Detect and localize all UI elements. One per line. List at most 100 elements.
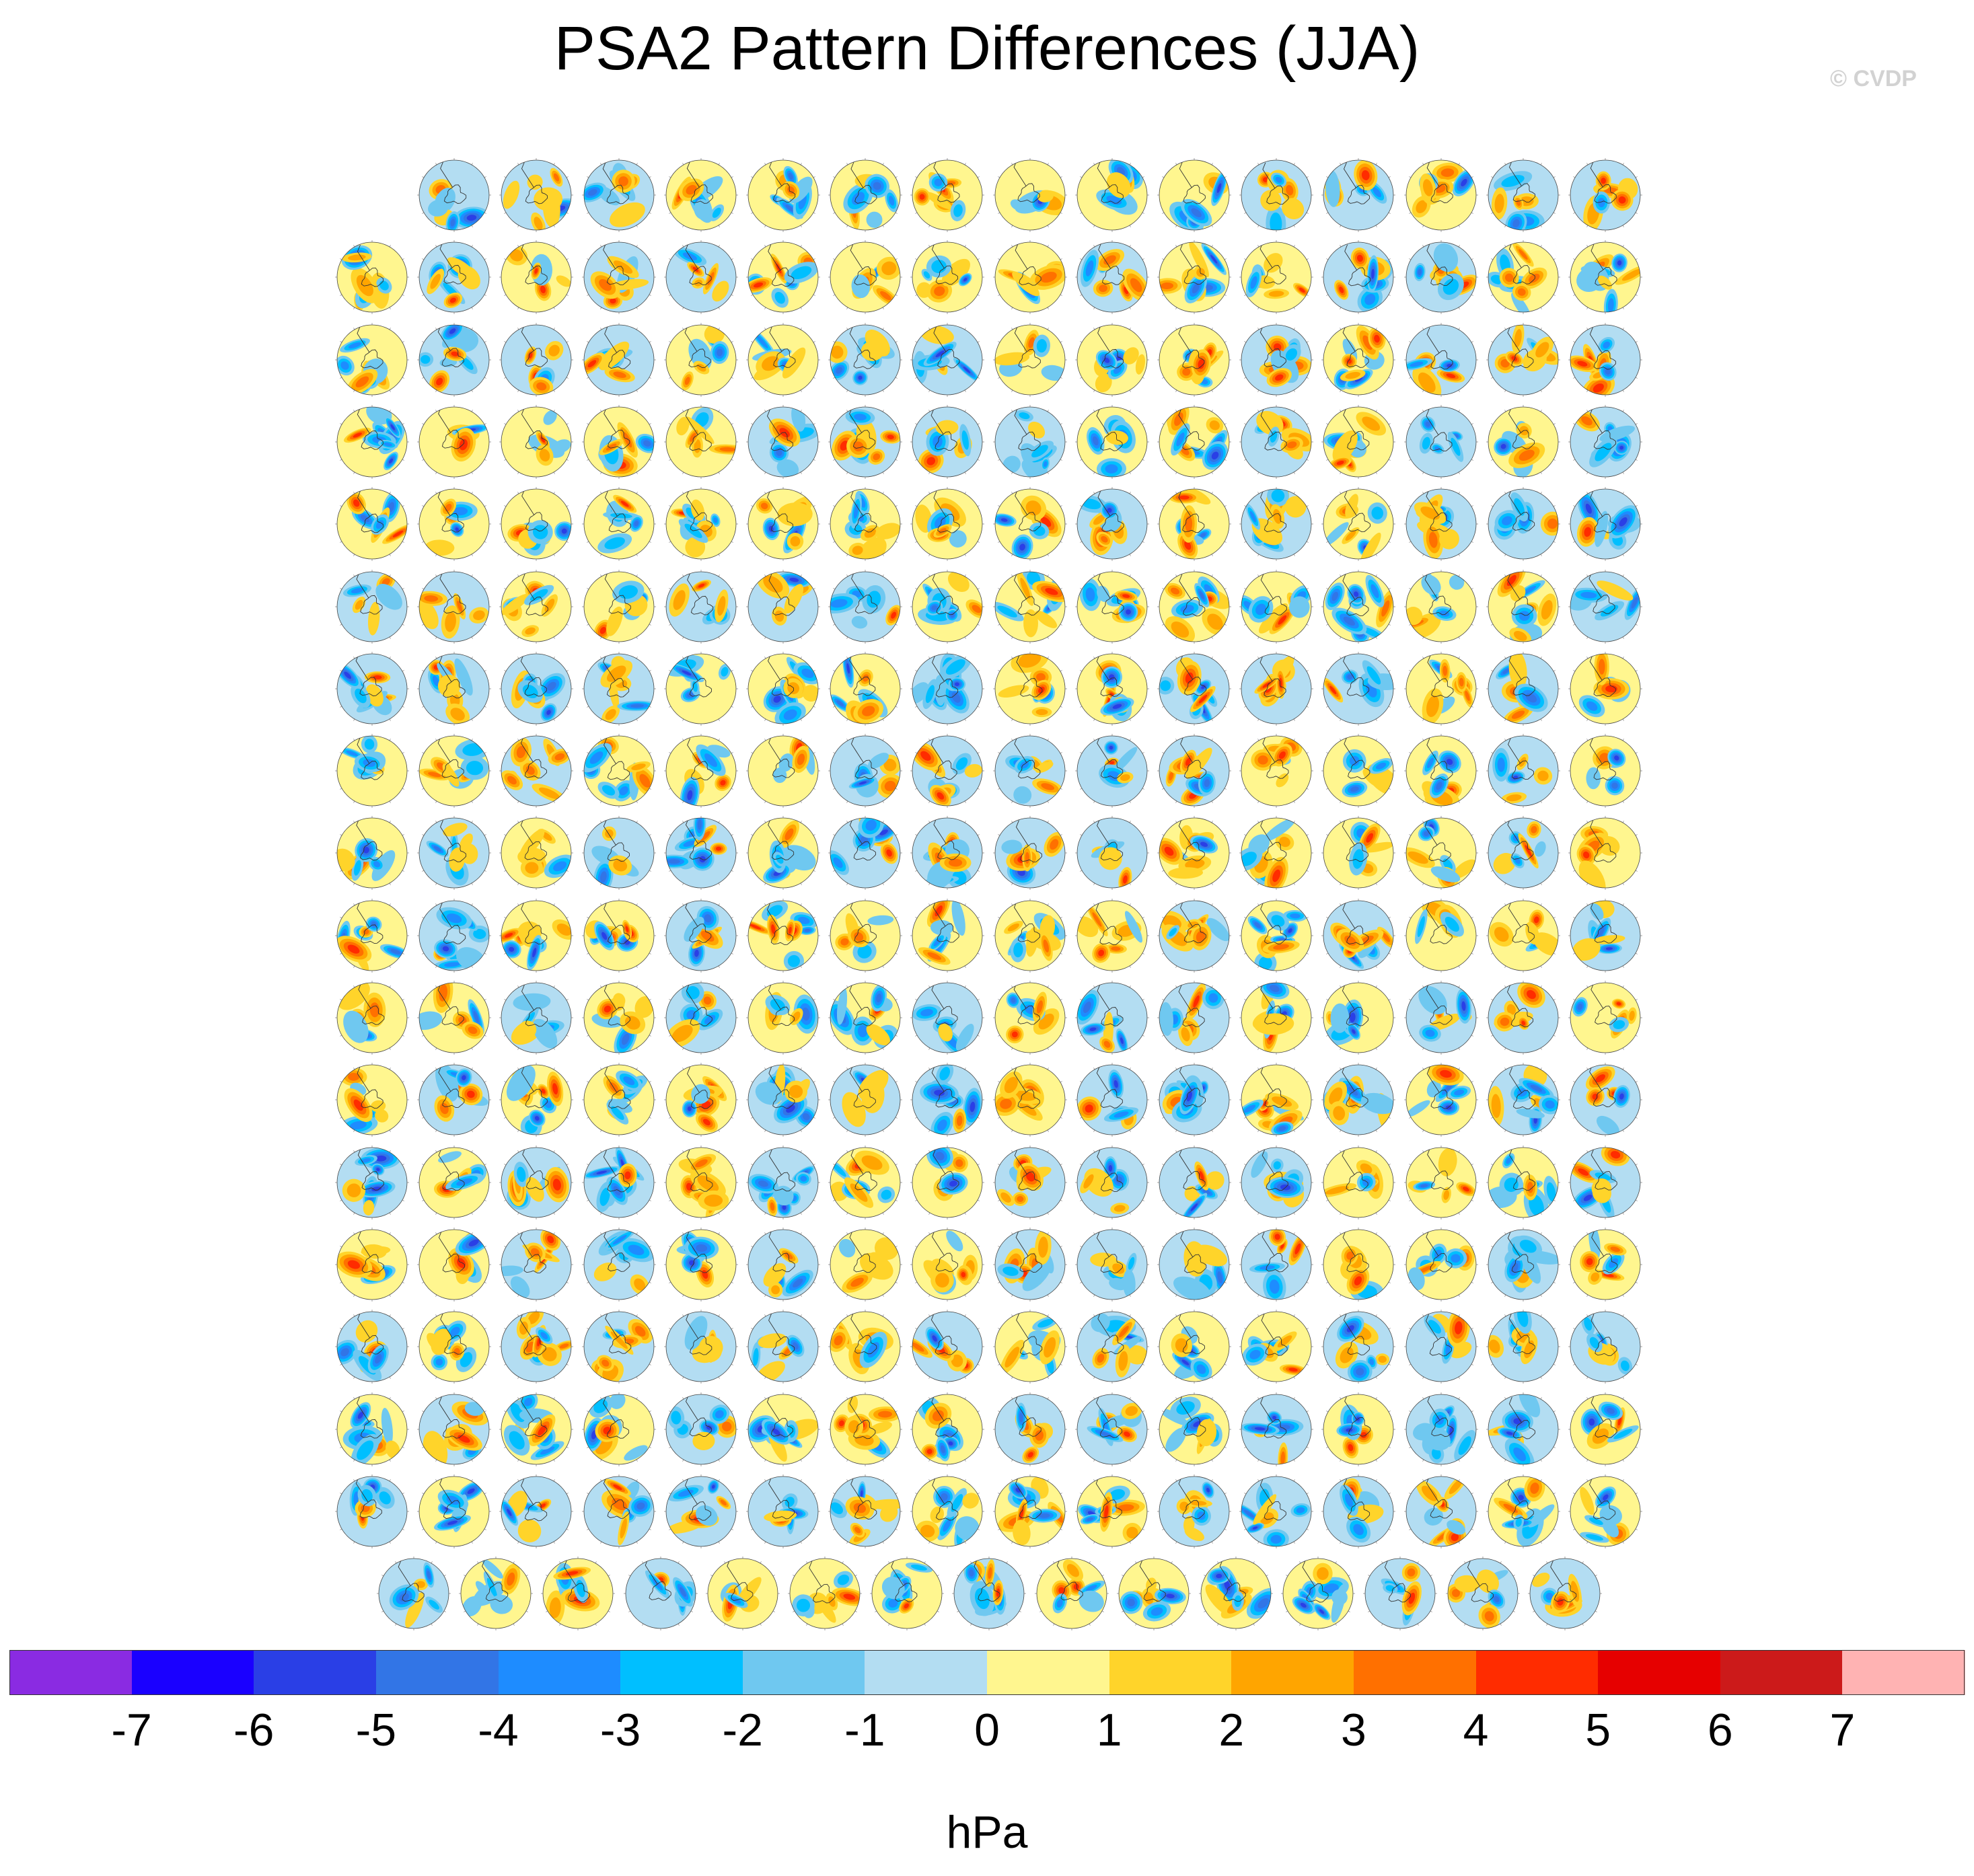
longitude-tick — [353, 492, 355, 494]
longitude-tick — [718, 307, 720, 310]
longitude-tick — [586, 706, 589, 708]
longitude-tick — [1211, 800, 1213, 803]
coastline — [685, 409, 712, 451]
longitude-tick — [1011, 492, 1013, 494]
longitude-tick — [1540, 656, 1542, 659]
longitude-tick — [422, 541, 425, 543]
positive-anomaly — [355, 599, 363, 609]
longitude-tick — [1244, 706, 1247, 708]
positive-anomaly — [1506, 794, 1522, 802]
longitude-tick — [1142, 258, 1144, 260]
negative-anomaly — [421, 354, 431, 364]
longitude-tick — [649, 834, 651, 836]
longitude-tick — [928, 636, 930, 639]
negative-anomaly — [859, 781, 867, 785]
longitude-tick — [1376, 739, 1378, 741]
longitude-tick — [1307, 788, 1309, 790]
longitude-tick — [1340, 800, 1342, 803]
longitude-tick — [586, 258, 589, 260]
longitude-tick — [1142, 541, 1144, 543]
polar-map — [910, 240, 985, 315]
longitude-tick — [599, 389, 601, 392]
polar-map — [1403, 816, 1478, 891]
negative-anomaly — [1033, 525, 1046, 536]
longitude-tick — [1047, 492, 1049, 494]
map-panel — [1317, 717, 1400, 811]
longitude-tick — [566, 258, 569, 260]
positive-anomaly — [1374, 334, 1381, 343]
negative-anomaly — [1376, 762, 1387, 770]
longitude-tick — [1586, 554, 1588, 556]
longitude-tick — [586, 423, 589, 425]
positive-anomaly — [1598, 659, 1605, 675]
longitude-tick — [882, 821, 884, 823]
positive-anomaly — [447, 257, 475, 278]
longitude-tick — [649, 870, 651, 872]
longitude-tick — [1340, 225, 1342, 227]
longitude-tick — [928, 554, 930, 556]
positive-anomaly — [1268, 291, 1284, 297]
longitude-tick — [1211, 656, 1213, 659]
longitude-tick — [1491, 505, 1493, 507]
longitude-tick — [1622, 554, 1624, 556]
longitude-tick — [1491, 834, 1493, 836]
longitude-tick — [471, 410, 473, 412]
longitude-tick — [1635, 670, 1638, 672]
longitude-tick — [353, 472, 355, 474]
longitude-tick — [1622, 800, 1624, 803]
positive-anomaly — [620, 500, 629, 507]
longitude-tick — [751, 423, 754, 425]
longitude-tick — [504, 377, 507, 379]
longitude-tick — [1504, 225, 1506, 227]
polar-map — [992, 816, 1067, 891]
longitude-tick — [928, 800, 930, 803]
negative-anomaly — [1354, 591, 1359, 597]
longitude-tick — [353, 327, 355, 330]
positive-anomaly — [1446, 373, 1455, 378]
longitude-tick — [402, 541, 404, 543]
positive-anomaly — [965, 763, 983, 778]
longitude-tick — [353, 574, 355, 576]
negative-anomaly — [1421, 574, 1441, 595]
polar-map — [663, 158, 738, 232]
longitude-tick — [997, 505, 1000, 507]
longitude-tick — [1293, 554, 1295, 556]
longitude-tick — [1622, 821, 1624, 823]
positive-anomaly — [1547, 519, 1558, 529]
longitude-tick — [1175, 389, 1177, 392]
negative-anomaly — [1611, 782, 1618, 789]
map-panel — [988, 553, 1072, 647]
longitude-tick — [997, 423, 1000, 425]
longitude-tick — [682, 821, 684, 823]
map-panel — [1399, 717, 1483, 811]
coastline — [521, 654, 548, 697]
coastline — [439, 656, 466, 699]
longitude-tick — [800, 327, 802, 330]
longitude-tick — [389, 472, 391, 474]
longitude-tick — [471, 245, 473, 248]
polar-map — [663, 322, 738, 397]
polar-map — [1239, 240, 1314, 315]
longitude-tick — [484, 834, 486, 836]
negative-anomaly — [1289, 595, 1310, 618]
longitude-tick — [1142, 788, 1144, 790]
longitude-tick — [1142, 870, 1144, 872]
longitude-tick — [895, 459, 898, 461]
longitude-tick — [1060, 505, 1062, 507]
longitude-tick — [1211, 327, 1213, 330]
longitude-tick — [1162, 670, 1165, 672]
negative-anomaly — [466, 761, 484, 776]
longitude-tick — [484, 176, 486, 178]
longitude-tick — [1293, 821, 1295, 823]
positive-anomaly — [790, 536, 801, 547]
longitude-tick — [1408, 340, 1411, 342]
polar-map — [335, 898, 409, 973]
positive-anomaly — [1023, 609, 1038, 637]
longitude-tick — [1635, 587, 1638, 589]
longitude-tick — [422, 670, 425, 672]
longitude-tick — [517, 492, 519, 494]
longitude-tick — [965, 718, 967, 721]
longitude-tick — [1080, 870, 1082, 872]
longitude-tick — [1129, 718, 1131, 721]
coastline — [1507, 326, 1534, 368]
